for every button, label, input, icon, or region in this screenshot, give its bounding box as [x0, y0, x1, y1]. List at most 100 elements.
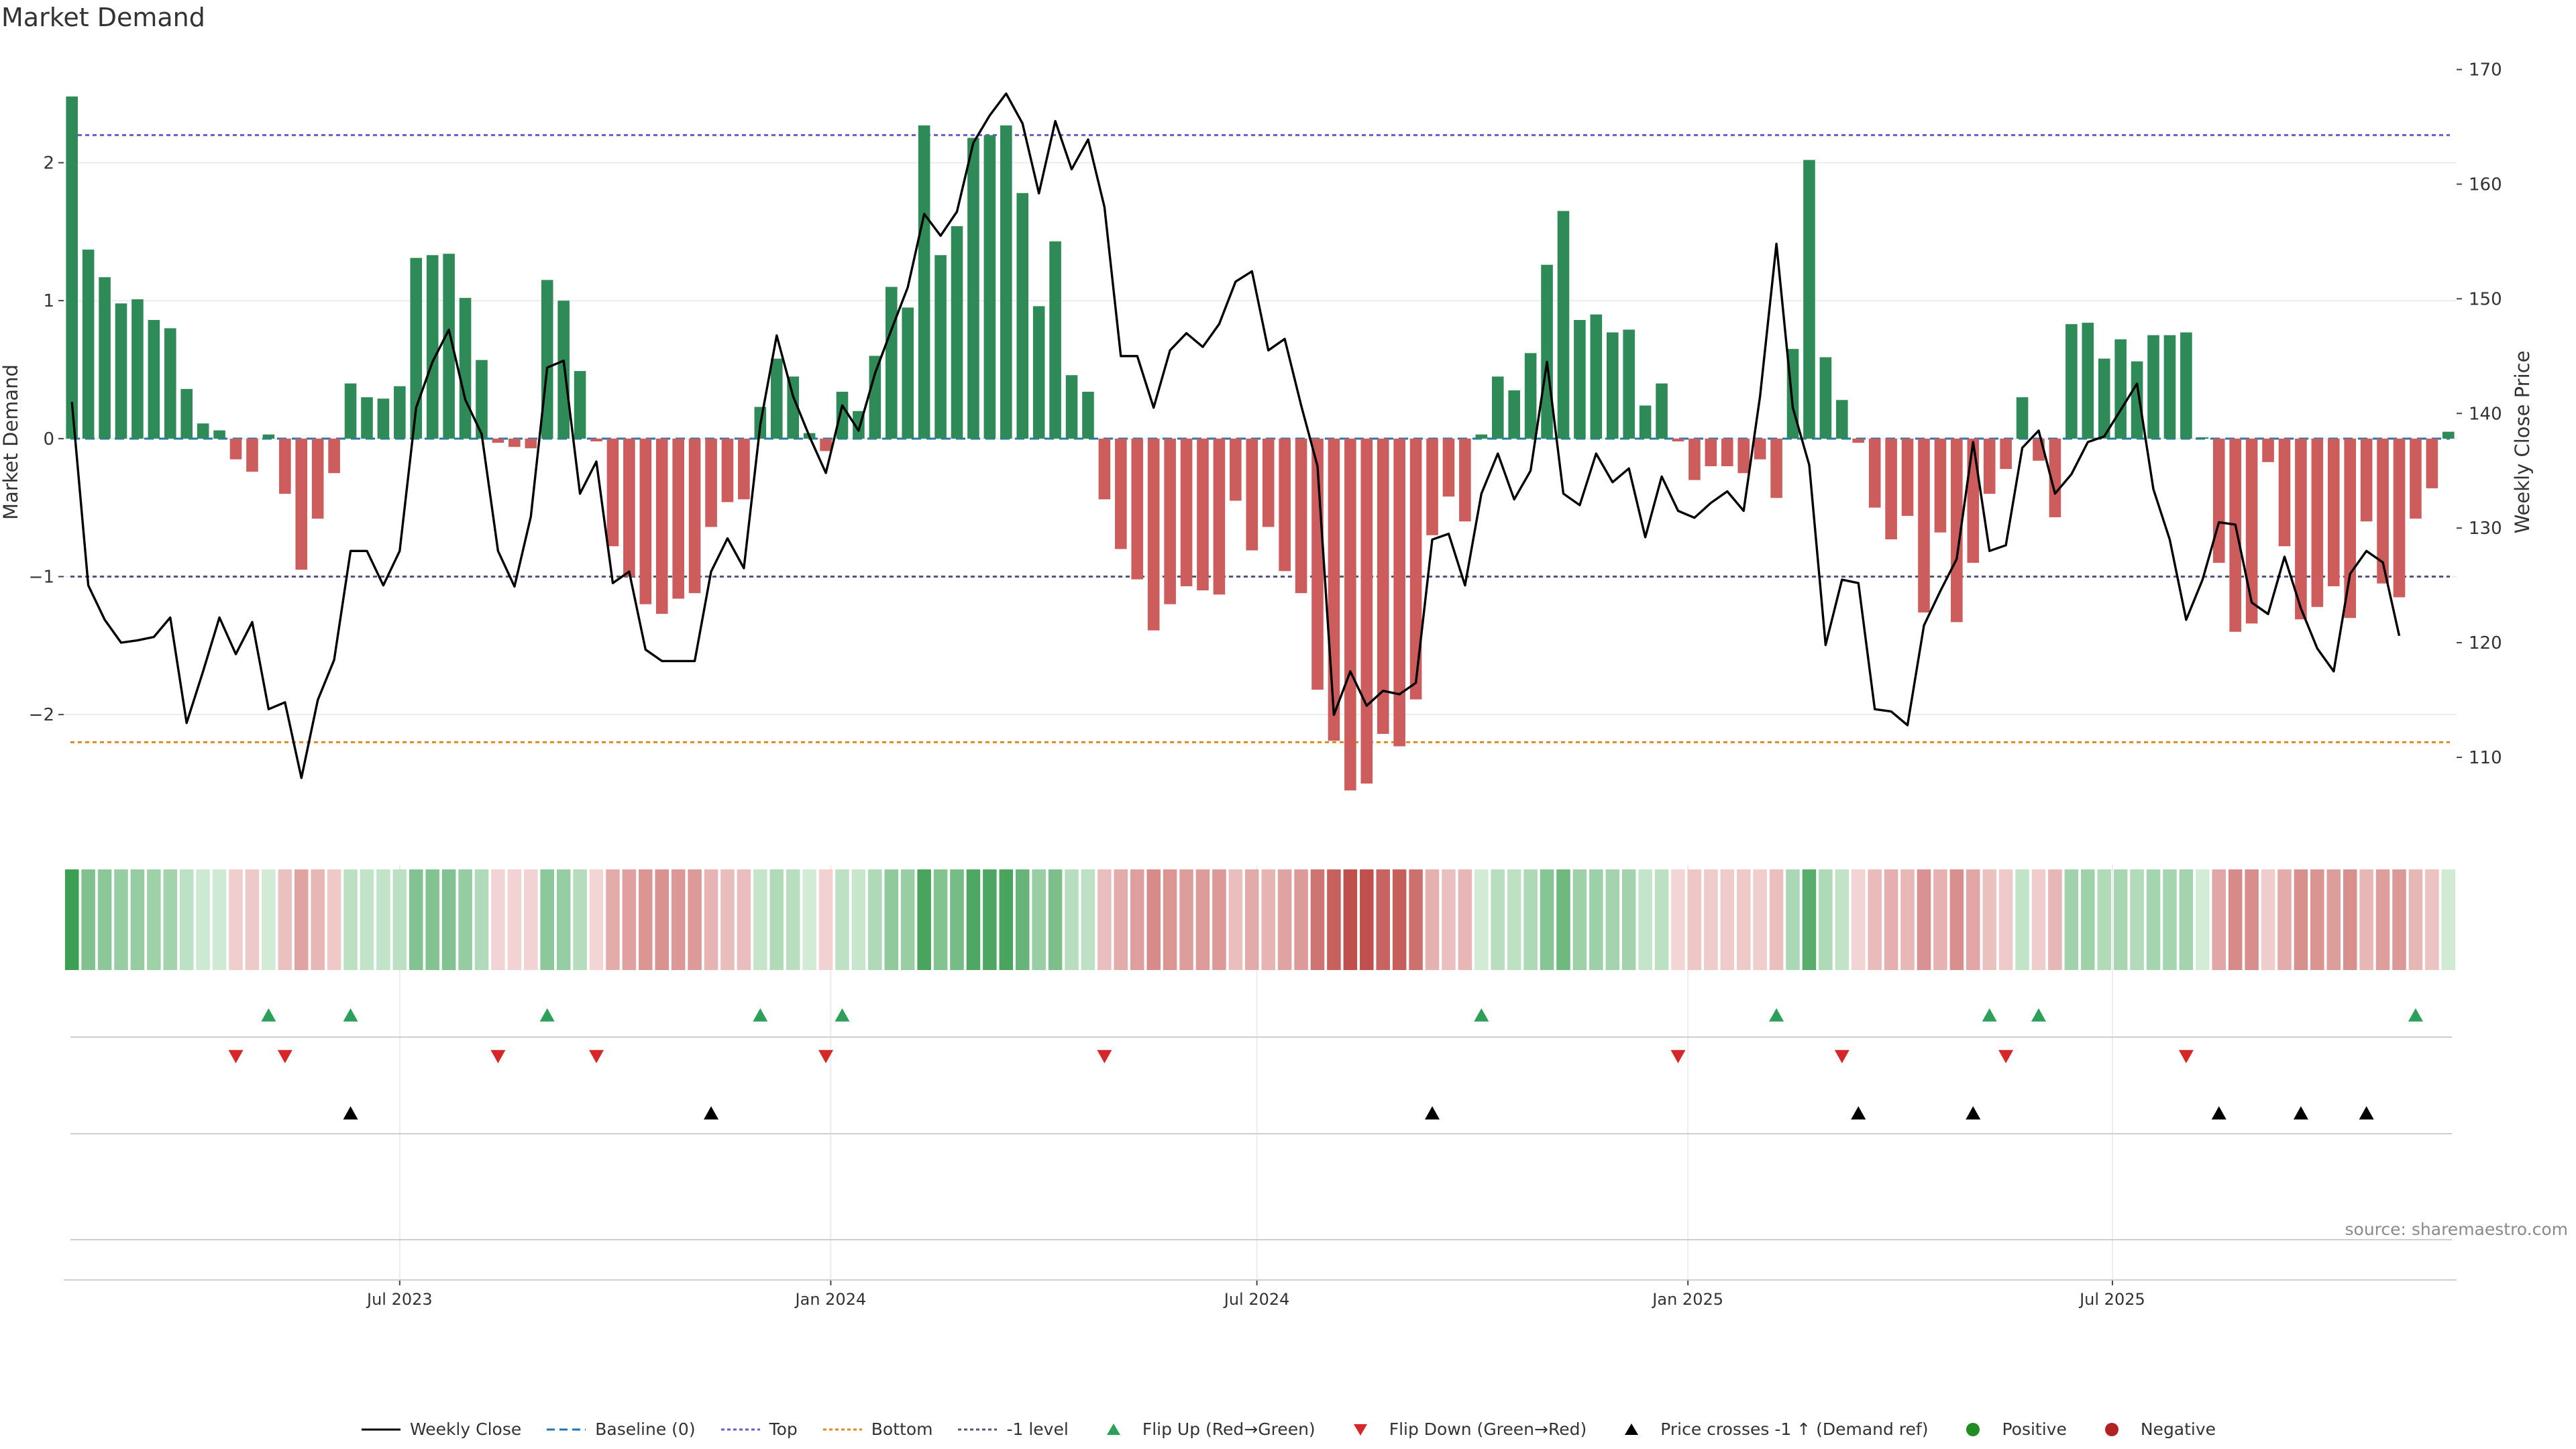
strip-cell [1310, 869, 1325, 970]
demand-bar [1262, 438, 1275, 527]
strip-cell [556, 869, 571, 970]
demand-bar [344, 383, 357, 439]
demand-bar [1688, 438, 1701, 480]
strip-cell [1392, 869, 1407, 970]
demand-bar [131, 299, 144, 439]
strip-cell [2048, 869, 2062, 970]
demand-bar [2049, 438, 2061, 518]
legend-label: Price crosses -1 ↑ (Demand ref) [1660, 1419, 1929, 1439]
strip-cell [950, 869, 964, 970]
legend-item: Price crosses -1 ↑ (Demand ref) [1611, 1419, 1928, 1439]
demand-bar [770, 358, 783, 439]
demand-bar [1164, 438, 1176, 604]
x-tick-label: Jan 2025 [1651, 1290, 1723, 1309]
demand-bar [918, 125, 930, 439]
strip-cell [1507, 869, 1521, 970]
demand-bar [1344, 438, 1356, 791]
strip-cell [1458, 869, 1472, 970]
strip-cell [540, 869, 554, 970]
y2-tick-label: 170 [2469, 60, 2502, 80]
demand-bar [1656, 383, 1668, 439]
flip-down-marker [490, 1050, 506, 1063]
demand-bar [262, 434, 275, 439]
legend-symbol [1625, 1423, 1639, 1435]
strip-cell [1491, 869, 1505, 970]
demand-bar [820, 438, 832, 451]
strip-cell [1998, 869, 2013, 970]
flip-up-marker [1474, 1008, 1489, 1022]
strip-cell [1917, 869, 1931, 970]
demand-bar [1197, 438, 1209, 591]
demand-bar [410, 258, 423, 439]
demand-bar [1147, 438, 1160, 631]
strip-cell [1195, 869, 1210, 970]
strip-cell [2408, 869, 2423, 970]
demand-bar [574, 371, 586, 439]
strip-cell [2441, 869, 2456, 970]
demand-bar [590, 438, 602, 441]
legend-circle [2104, 1422, 2118, 1436]
strip-cell [2113, 869, 2128, 970]
demand-bar [1377, 438, 1389, 734]
legend-triangle [1106, 1423, 1120, 1435]
strip-cell [1589, 869, 1603, 970]
legend-symbol [1966, 1422, 1980, 1436]
strip-cell [818, 869, 833, 970]
x-tick-label: Jan 2024 [794, 1290, 867, 1309]
strip-cell [1245, 869, 1259, 970]
demand-bar [2245, 438, 2258, 624]
strip-cell [2294, 869, 2308, 970]
demand-bar [2311, 438, 2324, 607]
demand-bar [1524, 353, 1537, 439]
strip-cell [2375, 869, 2390, 970]
strip-cell [851, 869, 866, 970]
legend-item: Weekly Close [360, 1419, 521, 1439]
demand-bar [1409, 438, 1422, 700]
event-markers [64, 1008, 2457, 1281]
demand-bar [180, 388, 193, 439]
legend-item: Top [720, 1419, 798, 1439]
strip-cell [671, 869, 686, 970]
grid [64, 162, 2457, 1280]
strip-cell [704, 869, 718, 970]
y2-tick-label: 110 [2469, 748, 2502, 768]
demand-bar [1279, 438, 1291, 572]
strip-cell [1179, 869, 1193, 970]
strip-cell [720, 869, 735, 970]
legend-label: Bottom [871, 1419, 933, 1439]
demand-bar [115, 303, 127, 439]
strip-cell [1015, 869, 1030, 970]
demand-bar [295, 438, 308, 570]
strip-cell [1097, 869, 1112, 970]
flip-up-marker [1982, 1008, 1997, 1022]
strip-cell [425, 869, 439, 970]
strip-cell [1884, 869, 1898, 970]
strip-cell [835, 869, 849, 970]
demand-bar [2327, 438, 2340, 586]
demand-bar [951, 226, 963, 439]
demand-bar [476, 360, 488, 439]
demand-bar [1639, 405, 1652, 439]
strip-cell [2064, 869, 2079, 970]
demand-bar [655, 438, 668, 614]
demand-bar [721, 438, 734, 502]
demand-bar [2163, 335, 2176, 439]
strip-cell [1556, 869, 1570, 970]
demand-bar [2360, 438, 2373, 522]
strip-cell [2277, 869, 2292, 970]
weekly-close-line [70, 92, 2401, 780]
price-cross-marker [1425, 1106, 1440, 1120]
demand-bar [66, 96, 78, 439]
legend-label: Flip Up (Red→Green) [1142, 1419, 1316, 1439]
demand-bar [2229, 438, 2241, 632]
demand-bar [2295, 438, 2307, 620]
demand-bar [2180, 332, 2192, 439]
strip-cell [2310, 869, 2324, 970]
strip-cell [933, 869, 948, 970]
strip-cell [2212, 869, 2226, 970]
y-axis-title: Market Demand [0, 364, 22, 520]
demand-bar [2000, 438, 2012, 470]
strip-cell [245, 869, 260, 970]
strip-cell [376, 869, 390, 970]
flip-down-marker [1097, 1050, 1112, 1063]
